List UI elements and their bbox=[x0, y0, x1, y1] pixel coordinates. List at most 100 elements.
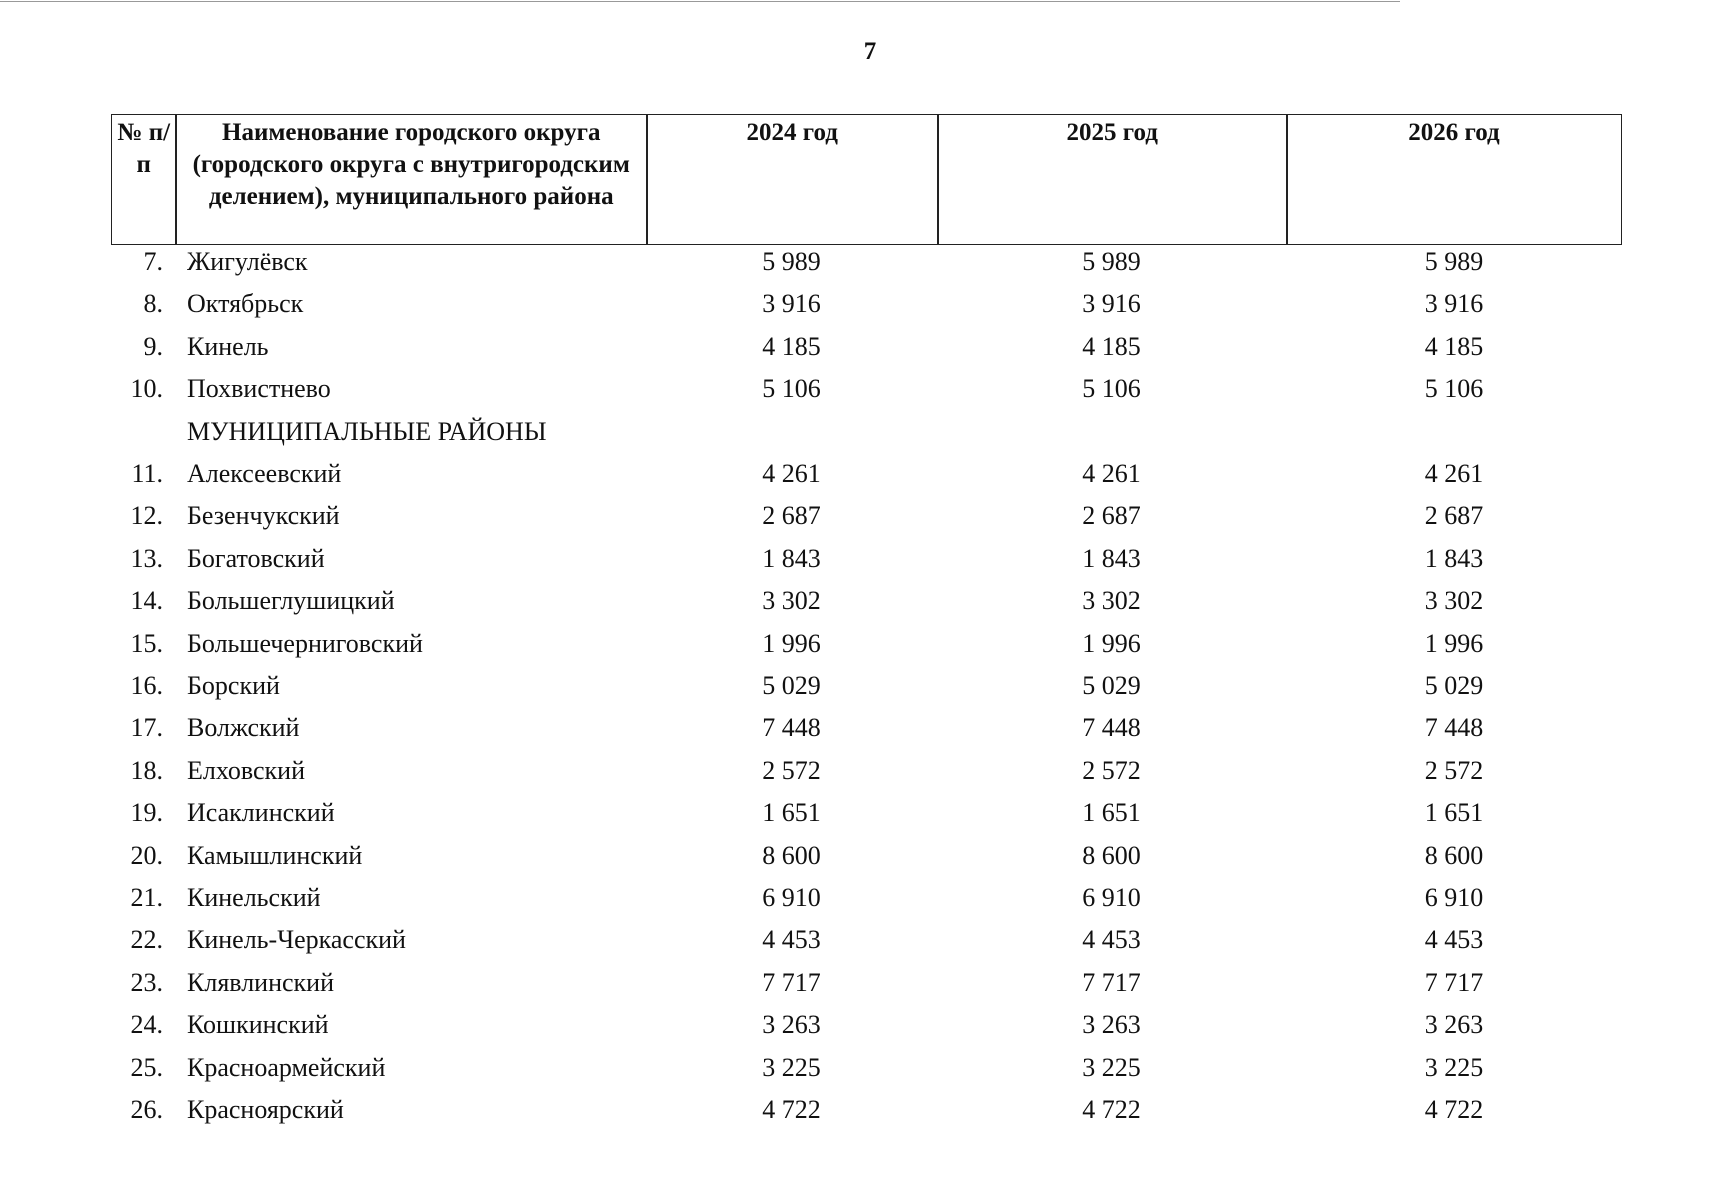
row-value: 1 843 bbox=[762, 543, 821, 573]
row-value: 4 261 bbox=[762, 459, 821, 488]
row-value: 3 916 bbox=[762, 289, 821, 319]
row-value: 1 996 bbox=[762, 628, 821, 658]
row-name: Волжский bbox=[187, 713, 300, 743]
row-value: 4 261 bbox=[1082, 459, 1141, 488]
row-value: 5 989 bbox=[762, 247, 821, 276]
row-value: 7 448 bbox=[762, 713, 821, 743]
page-number: 7 bbox=[863, 38, 877, 65]
row-number: 18. bbox=[130, 755, 164, 785]
row-name: Кинель-Черкасский bbox=[187, 925, 406, 955]
section-heading: МУНИЦИПАЛЬНЫЕ РАЙОНЫ bbox=[187, 416, 547, 446]
row-number: 11. bbox=[131, 459, 163, 488]
row-value: 4 185 bbox=[1424, 331, 1484, 361]
row-value: 3 225 bbox=[1424, 1052, 1484, 1082]
row-value: 7 448 bbox=[1082, 713, 1141, 743]
row-name: Красноармейский bbox=[187, 1052, 386, 1082]
scan-edge bbox=[0, 1, 1400, 2]
row-value: 5 029 bbox=[762, 671, 821, 700]
row-name: Камышлинский bbox=[187, 840, 363, 870]
row-value: 5 989 bbox=[1424, 247, 1484, 276]
row-value: 3 263 bbox=[1424, 1010, 1484, 1040]
row-number: 9. bbox=[143, 331, 164, 361]
row-number: 20. bbox=[130, 840, 164, 870]
row-value: 3 916 bbox=[1424, 289, 1484, 319]
row-value: 4 185 bbox=[1082, 331, 1141, 361]
row-value: 5 106 bbox=[1424, 374, 1484, 404]
row-number: 16. bbox=[130, 671, 164, 700]
row-value: 3 302 bbox=[762, 586, 821, 616]
row-name: Безенчукский bbox=[187, 501, 340, 531]
row-value: 4 185 bbox=[762, 331, 821, 361]
row-name: Похвистнево bbox=[187, 374, 331, 404]
header-cell: 2024 год bbox=[646, 114, 939, 245]
header-cell: 2025 год bbox=[937, 114, 1288, 245]
row-value: 4 722 bbox=[1424, 1095, 1484, 1124]
row-value: 6 910 bbox=[1424, 883, 1484, 912]
row-value: 5 989 bbox=[1082, 247, 1141, 276]
header-cell: 2026 год bbox=[1286, 114, 1622, 245]
row-name: Клявлинский bbox=[187, 967, 335, 997]
row-value: 3 225 bbox=[762, 1052, 821, 1082]
row-number: 21. bbox=[130, 883, 164, 912]
row-value: 3 302 bbox=[1082, 586, 1141, 616]
row-value: 6 910 bbox=[762, 883, 821, 912]
row-value: 2 687 bbox=[762, 501, 821, 531]
row-value: 4 453 bbox=[762, 925, 821, 955]
row-value: 7 717 bbox=[1424, 967, 1484, 997]
row-value: 4 722 bbox=[1082, 1095, 1141, 1124]
row-name: Кинельский bbox=[187, 883, 321, 912]
row-number: 12. bbox=[130, 501, 164, 531]
row-name: Исаклинский bbox=[187, 798, 335, 828]
row-name: Большеглушицкий bbox=[187, 586, 395, 616]
row-value: 8 600 bbox=[1082, 840, 1141, 870]
row-value: 5 029 bbox=[1082, 671, 1141, 700]
row-value: 1 996 bbox=[1424, 628, 1484, 658]
row-value: 1 651 bbox=[1082, 798, 1141, 828]
row-value: 1 843 bbox=[1424, 543, 1484, 573]
row-value: 2 687 bbox=[1082, 501, 1141, 531]
row-name: Кинель bbox=[187, 331, 269, 361]
row-value: 3 263 bbox=[1082, 1010, 1141, 1040]
row-name: Борский bbox=[187, 671, 280, 700]
row-number: 24. bbox=[130, 1010, 164, 1040]
row-value: 4 453 bbox=[1082, 925, 1141, 955]
row-value: 7 717 bbox=[1082, 967, 1141, 997]
row-number: 26. bbox=[130, 1095, 164, 1124]
row-value: 7 448 bbox=[1424, 713, 1484, 743]
row-value: 3 225 bbox=[1082, 1052, 1141, 1082]
row-name: Большечерниговский bbox=[187, 628, 423, 658]
row-number: 23. bbox=[130, 967, 164, 997]
row-name: Елховский bbox=[187, 755, 305, 785]
row-name: Октябрьск bbox=[187, 289, 304, 319]
header-cell: № п/п bbox=[111, 114, 177, 245]
row-value: 5 029 bbox=[1424, 671, 1484, 700]
row-value: 2 572 bbox=[1424, 755, 1484, 785]
row-value: 1 996 bbox=[1082, 628, 1141, 658]
row-value: 5 106 bbox=[762, 374, 821, 404]
row-number: 19. bbox=[130, 798, 164, 828]
row-number: 14. bbox=[130, 586, 164, 616]
row-value: 2 572 bbox=[762, 755, 821, 785]
row-value: 2 687 bbox=[1424, 501, 1484, 531]
row-value: 5 106 bbox=[1082, 374, 1141, 404]
row-value: 8 600 bbox=[1424, 840, 1484, 870]
row-name: Красноярский bbox=[187, 1095, 344, 1124]
row-value: 7 717 bbox=[762, 967, 821, 997]
row-value: 3 302 bbox=[1424, 586, 1484, 616]
row-value: 4 722 bbox=[762, 1095, 821, 1124]
row-value: 1 843 bbox=[1082, 543, 1141, 573]
row-number: 22. bbox=[130, 925, 164, 955]
row-name: Кошкинский bbox=[187, 1010, 329, 1040]
row-number: 15. bbox=[130, 628, 164, 658]
row-name: Богатовский bbox=[187, 543, 325, 573]
row-value: 3 263 bbox=[762, 1010, 821, 1040]
row-name: Жигулёвск bbox=[187, 247, 308, 276]
row-value: 1 651 bbox=[762, 798, 821, 828]
row-value: 3 916 bbox=[1082, 289, 1141, 319]
row-value: 2 572 bbox=[1082, 755, 1141, 785]
row-number: 25. bbox=[130, 1052, 164, 1082]
row-value: 8 600 bbox=[762, 840, 821, 870]
row-number: 17. bbox=[130, 713, 164, 743]
